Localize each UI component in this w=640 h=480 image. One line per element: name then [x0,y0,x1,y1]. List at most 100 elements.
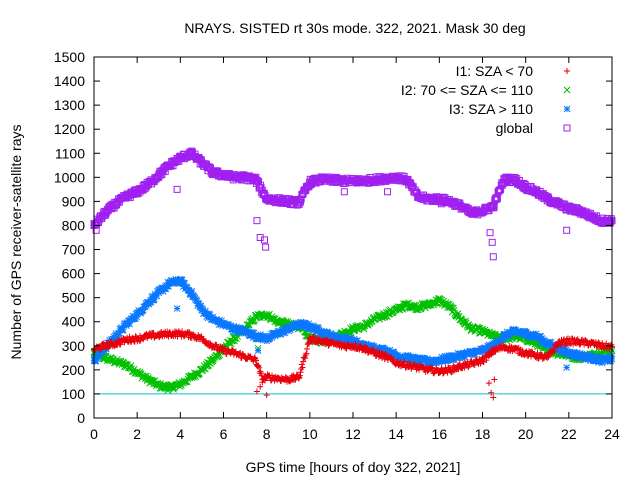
data-point [511,346,518,353]
data-point [252,332,260,340]
legend: I1: SZA < 70 I2: 70 <= SZA <= 110 I3: SZA … [401,63,571,136]
y-tick-label: 800 [62,217,86,233]
data-point [533,332,540,340]
data-point [425,366,432,373]
data-point [489,342,497,350]
data-point [457,363,464,370]
data-point [511,176,519,184]
data-point [220,347,227,354]
data-point [155,382,163,389]
data-point [324,337,331,344]
data-point [106,336,113,344]
data-point [392,173,400,181]
data-point [144,376,152,383]
data-point [544,354,551,361]
data-point [292,323,299,330]
legend-item: I1: SZA < 70 [456,63,570,79]
data-point [414,193,422,201]
data-point [220,171,227,179]
data-point [519,347,526,354]
data-point [607,215,615,223]
data-point [414,356,422,364]
data-point [198,159,206,167]
outlier-point [257,383,264,390]
y-tick-label: 500 [62,290,86,306]
data-point [414,303,422,311]
data-point [525,352,532,359]
data-point [403,354,411,362]
data-point [96,346,103,353]
data-point [254,363,261,370]
data-point [548,348,555,355]
data-point [535,355,542,362]
data-point [144,181,152,189]
data-point [298,365,305,372]
data-point [187,289,195,297]
data-point [381,175,389,183]
data-point [155,289,163,297]
data-point [360,323,368,330]
x-tick-label: 22 [561,426,577,442]
data-point [425,358,432,365]
outlier-point [384,188,392,196]
data-point [349,177,357,185]
data-point [532,188,540,196]
data-point [537,332,545,340]
data-point [468,349,476,357]
data-point [250,329,258,337]
y-tick-label: 200 [62,362,86,378]
data-point [252,313,260,321]
data-point [565,337,572,344]
data-point [295,199,303,207]
data-point [522,183,530,191]
legend-marker [564,68,570,74]
data-point [155,331,162,338]
data-point [150,296,158,303]
legend-item: I3: SZA > 110 [449,101,571,117]
data-point [413,358,421,366]
data-point [323,329,330,337]
data-point [112,332,119,340]
data-point [303,321,310,329]
data-point [133,188,141,196]
data-point [499,335,506,343]
data-point [555,340,562,347]
data-point [514,345,521,352]
data-point [503,328,511,336]
data-point [209,315,217,323]
data-point [296,374,303,381]
x-tick-label: 10 [302,426,318,442]
data-point [286,326,294,334]
series-0 [91,328,615,401]
data-point [144,299,152,306]
y-tick-label: 1400 [54,73,85,89]
data-point [305,320,313,328]
data-point [522,350,529,357]
data-point [274,318,281,326]
data-point [390,348,398,356]
data-point [112,340,119,347]
data-point [597,217,605,225]
legend-label: I3: SZA > 110 [449,101,533,117]
data-point [227,322,234,330]
data-point [422,356,429,364]
data-point [317,328,324,335]
data-point [551,347,558,354]
data-point [281,329,289,337]
data-point [607,352,615,360]
data-point [489,202,497,210]
data-point [97,345,104,352]
data-point [305,340,312,347]
data-point [263,311,271,318]
data-point [435,356,443,364]
data-point [192,296,200,303]
data-point [306,335,313,342]
data-point [414,364,421,371]
data-point [263,335,271,342]
data-point [382,311,389,318]
data-point [533,352,540,359]
data-point [198,366,206,374]
outlier-point [261,236,269,244]
data-point [166,161,174,169]
data-point [587,340,594,347]
